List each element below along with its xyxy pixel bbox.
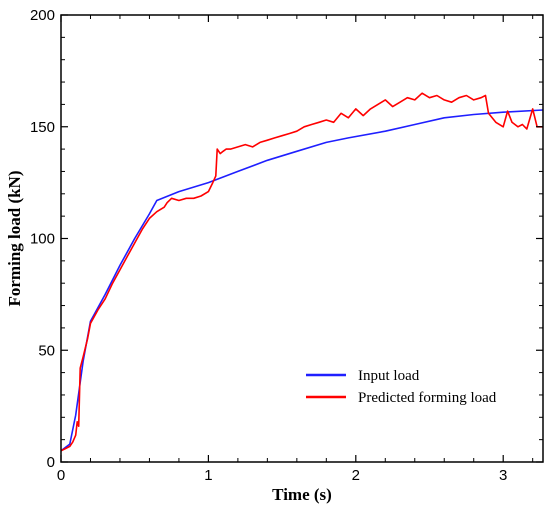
y-tick-label: 150 (30, 119, 55, 136)
x-tick-label: 2 (352, 467, 360, 484)
y-tick-label: 0 (47, 454, 55, 471)
y-axis-title: Forming load (kN) (5, 171, 24, 307)
x-tick-label: 0 (57, 467, 65, 484)
legend-label-predicted-forming-load: Predicted forming load (358, 390, 497, 406)
x-axis-title: Time (s) (272, 485, 332, 504)
legend: Input load Predicted forming load (306, 368, 497, 406)
x-tick-label: 1 (204, 467, 212, 484)
y-tick-label: 50 (38, 342, 55, 359)
series-line-predicted-forming-load (60, 92, 543, 452)
y-tick-label: 100 (30, 231, 55, 248)
tick-layer: 0 1 2 3 0 50 100 150 200 (30, 7, 543, 484)
series-layer (60, 92, 544, 452)
legend-label-input-load: Input load (358, 368, 420, 384)
y-tick-label: 200 (30, 7, 55, 24)
x-tick-label: 3 (499, 467, 507, 484)
